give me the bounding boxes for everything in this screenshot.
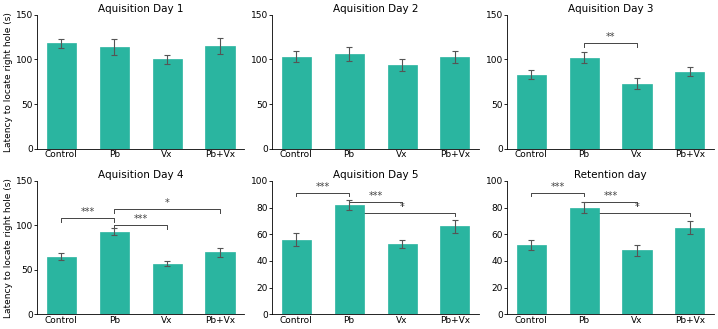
Bar — [47, 43, 76, 149]
Text: ***: *** — [551, 182, 565, 192]
Text: *: * — [635, 202, 639, 212]
Title: Aquisition Day 4: Aquisition Day 4 — [98, 170, 183, 180]
Bar — [205, 46, 235, 149]
Text: ***: *** — [368, 191, 383, 201]
Text: ***: *** — [316, 182, 330, 192]
Bar — [569, 58, 599, 149]
Y-axis label: Latency to locate right hole (s): Latency to locate right hole (s) — [4, 178, 13, 317]
Bar — [623, 84, 651, 149]
Text: *: * — [164, 198, 169, 208]
Title: Aquisition Day 3: Aquisition Day 3 — [568, 4, 653, 14]
Bar — [100, 232, 129, 315]
Bar — [152, 60, 182, 149]
Bar — [335, 205, 364, 315]
Bar — [517, 75, 546, 149]
Bar — [281, 57, 311, 149]
Text: ***: *** — [80, 207, 95, 217]
Title: Aquisition Day 2: Aquisition Day 2 — [333, 4, 419, 14]
Bar — [517, 245, 546, 315]
Bar — [47, 257, 76, 315]
Bar — [676, 72, 704, 149]
Text: ***: *** — [134, 215, 148, 224]
Text: ***: *** — [603, 191, 617, 201]
Bar — [205, 252, 235, 315]
Bar — [388, 65, 416, 149]
Bar — [569, 208, 599, 315]
Y-axis label: Latency to locate right hole (s): Latency to locate right hole (s) — [4, 12, 13, 152]
Bar — [388, 244, 416, 315]
Text: *: * — [400, 202, 404, 212]
Bar — [281, 240, 311, 315]
Bar — [100, 47, 129, 149]
Title: Retention day: Retention day — [574, 170, 647, 180]
Title: Aquisition Day 5: Aquisition Day 5 — [333, 170, 419, 180]
Bar — [335, 54, 364, 149]
Bar — [152, 264, 182, 315]
Bar — [440, 57, 470, 149]
Title: Aquisition Day 1: Aquisition Day 1 — [98, 4, 183, 14]
Bar — [623, 250, 651, 315]
Bar — [676, 228, 704, 315]
Bar — [440, 226, 470, 315]
Text: **: ** — [606, 33, 615, 42]
